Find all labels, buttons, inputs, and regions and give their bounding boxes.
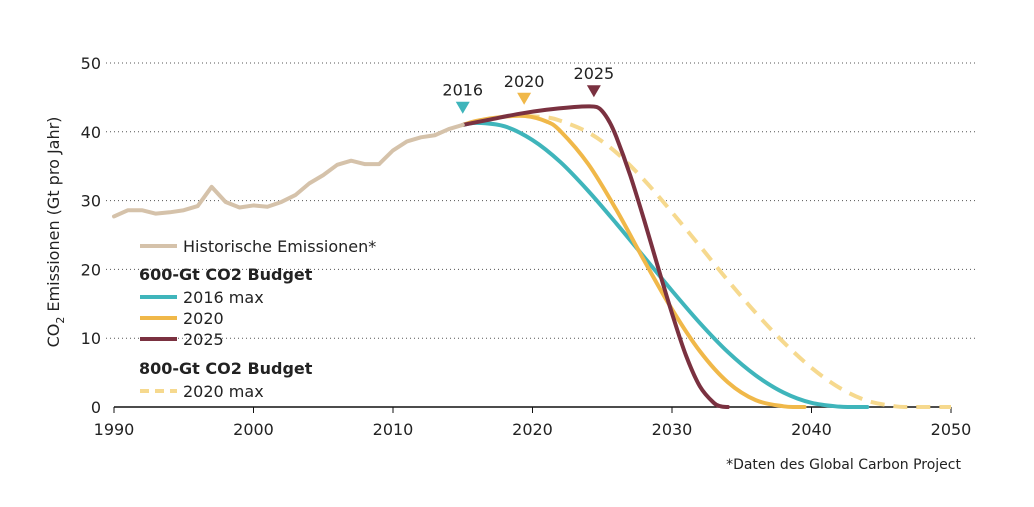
y-tick-label-20: 20 [81, 260, 101, 279]
y-axis-tick-labels: 0 10 20 30 40 50 [81, 54, 101, 417]
x-tick-label-2020: 2020 [512, 420, 553, 439]
y-tick-label-30: 30 [81, 192, 101, 211]
marker-label-2016: 2016 [442, 81, 483, 100]
footnote: *Daten des Global Carbon Project [726, 457, 961, 473]
x-axis [113, 406, 952, 413]
legend: Historische Emissionen* 600-Gt CO2 Budge… [139, 237, 376, 401]
series-line-2020 [460, 113, 807, 410]
x-tick-label-1990: 1990 [94, 420, 135, 439]
marker-label-2025: 2025 [574, 64, 615, 83]
grid-lines [106, 62, 975, 339]
legend-label-2025: 2025 [183, 330, 224, 349]
series-line-2025 [460, 104, 730, 409]
marker-triangle-2016 [455, 101, 470, 114]
legend-group-title-600: 600-Gt CO2 Budget [139, 265, 313, 284]
series-line-2016-max [460, 120, 870, 410]
y-axis-label: CO2 Emissionen (Gt pro Jahr) [44, 117, 67, 348]
x-tick-label-2030: 2030 [652, 420, 693, 439]
legend-label-2020-max: 2020 max [183, 382, 264, 401]
y-tick-label-10: 10 [81, 329, 101, 348]
marker-label-2020: 2020 [504, 72, 545, 91]
x-axis-tick-labels: 1990 2000 2010 2020 2030 2040 2050 [94, 420, 972, 439]
y-tick-label-50: 50 [81, 54, 101, 73]
legend-label-2020: 2020 [183, 309, 224, 328]
series-line-2020-max [525, 113, 951, 410]
series-lines [112, 104, 951, 410]
series-line-historische-emissionen [112, 122, 465, 219]
legend-label-2016-max: 2016 max [183, 288, 264, 307]
x-tick-label-2010: 2010 [373, 420, 414, 439]
marker-triangle-2025 [586, 85, 601, 98]
x-tick-label-2050: 2050 [931, 420, 972, 439]
x-tick-label-2000: 2000 [233, 420, 274, 439]
x-tick-label-2040: 2040 [791, 420, 832, 439]
legend-label-historic: Historische Emissionen* [183, 237, 376, 256]
marker-triangle-2020 [517, 92, 532, 105]
budget-year-markers: 2016 2020 2025 [442, 64, 614, 114]
legend-group-title-800: 800-Gt CO2 Budget [139, 359, 313, 378]
y-tick-label-40: 40 [81, 123, 101, 142]
y-tick-label-0: 0 [91, 398, 101, 417]
